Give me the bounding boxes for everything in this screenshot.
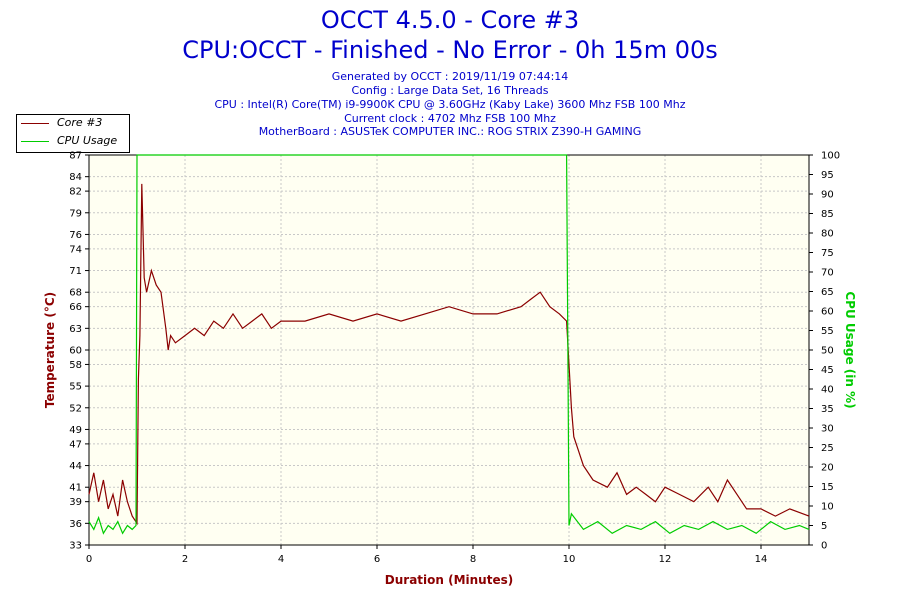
y2-tick-label: 20 bbox=[821, 463, 834, 474]
x-tick-label: 2 bbox=[182, 554, 188, 565]
legend-item-core3: Core #3 bbox=[17, 116, 129, 132]
chart-title: OCCT 4.5.0 - Core #3 bbox=[320, 6, 580, 34]
x-tick-label: 4 bbox=[278, 554, 284, 565]
legend-item-cpu-usage: CPU Usage bbox=[17, 134, 129, 150]
x-tick-label: 0 bbox=[86, 554, 92, 565]
y-tick-label: 63 bbox=[69, 324, 82, 335]
y-tick-label: 66 bbox=[69, 302, 82, 313]
y-tick-label: 55 bbox=[69, 382, 82, 393]
series-line-core3 bbox=[88, 183, 810, 526]
chart-subtitle: CPU:OCCT - Finished - No Error - 0h 15m … bbox=[182, 36, 718, 64]
y-tick-label: 76 bbox=[69, 230, 82, 241]
info-clock: Current clock : 4702 Mhz FSB 100 Mhz bbox=[344, 112, 556, 125]
y2-tick-label: 70 bbox=[821, 268, 834, 279]
y2-axis-label: CPU Usage (in %) bbox=[843, 291, 857, 408]
y2-tick-label: 0 bbox=[821, 541, 827, 552]
chart-legend: Core #3 CPU Usage bbox=[16, 114, 130, 153]
y-tick-label: 82 bbox=[69, 187, 82, 198]
y2-tick-label: 30 bbox=[821, 424, 834, 435]
x-tick-label: 12 bbox=[659, 554, 672, 565]
legend-swatch-core3 bbox=[21, 123, 49, 124]
y2-tick-label: 75 bbox=[821, 248, 834, 259]
legend-label-cpu-usage: CPU Usage bbox=[57, 134, 118, 147]
y2-tick-label: 95 bbox=[821, 170, 834, 181]
y-tick-label: 52 bbox=[69, 403, 82, 414]
y2-tick-label: 100 bbox=[821, 151, 840, 162]
y2-tick-label: 5 bbox=[821, 521, 827, 532]
y2-tick-label: 60 bbox=[821, 307, 834, 318]
y2-tick-label: 15 bbox=[821, 482, 834, 493]
y2-tick-label: 35 bbox=[821, 404, 834, 415]
y-tick-label: 47 bbox=[69, 439, 82, 450]
info-motherboard: MotherBoard : ASUSTeK COMPUTER INC.: ROG… bbox=[258, 125, 642, 138]
legend-label-core3: Core #3 bbox=[57, 116, 103, 129]
y2-tick-label: 45 bbox=[821, 365, 834, 376]
y-tick-label: 58 bbox=[69, 360, 82, 371]
series-line-cpu-usage bbox=[88, 154, 810, 535]
y-axis-label: Temperature (°C) bbox=[43, 292, 57, 408]
y2-tick-label: 10 bbox=[821, 502, 834, 513]
y-tick-label: 49 bbox=[69, 425, 82, 436]
y-tick-label: 71 bbox=[69, 266, 82, 277]
info-config: Config : Large Data Set, 16 Threads bbox=[351, 84, 549, 97]
x-axis-label: Duration (Minutes) bbox=[385, 573, 513, 587]
y-tick-label: 44 bbox=[69, 461, 82, 472]
y2-tick-label: 65 bbox=[821, 287, 834, 298]
info-generated: Generated by OCCT : 2019/11/19 07:44:14 bbox=[331, 70, 569, 83]
y-tick-label: 36 bbox=[69, 519, 82, 530]
y-tick-label: 74 bbox=[69, 244, 82, 255]
x-tick-label: 14 bbox=[755, 554, 768, 565]
y-tick-label: 84 bbox=[69, 172, 82, 183]
x-tick-label: 8 bbox=[470, 554, 476, 565]
y2-tick-label: 25 bbox=[821, 443, 834, 454]
x-tick-label: 6 bbox=[374, 554, 380, 565]
y-tick-label: 79 bbox=[69, 208, 82, 219]
y-tick-label: 60 bbox=[69, 346, 82, 357]
y2-tick-label: 40 bbox=[821, 385, 834, 396]
y2-tick-label: 50 bbox=[821, 346, 834, 357]
y-tick-label: 68 bbox=[69, 288, 82, 299]
y2-tick-label: 80 bbox=[821, 229, 834, 240]
y-tick-label: 41 bbox=[69, 483, 82, 494]
y2-tick-label: 85 bbox=[821, 209, 834, 220]
y-tick-label: 33 bbox=[69, 541, 82, 552]
legend-swatch-cpu-usage bbox=[21, 141, 49, 142]
x-tick-label: 10 bbox=[563, 554, 576, 565]
info-cpu: CPU : Intel(R) Core(TM) i9-9900K CPU @ 3… bbox=[214, 98, 686, 111]
y2-tick-label: 90 bbox=[821, 190, 834, 201]
y-tick-label: 39 bbox=[69, 497, 82, 508]
y2-tick-label: 55 bbox=[821, 326, 834, 337]
y-tick-label: 87 bbox=[69, 151, 82, 162]
